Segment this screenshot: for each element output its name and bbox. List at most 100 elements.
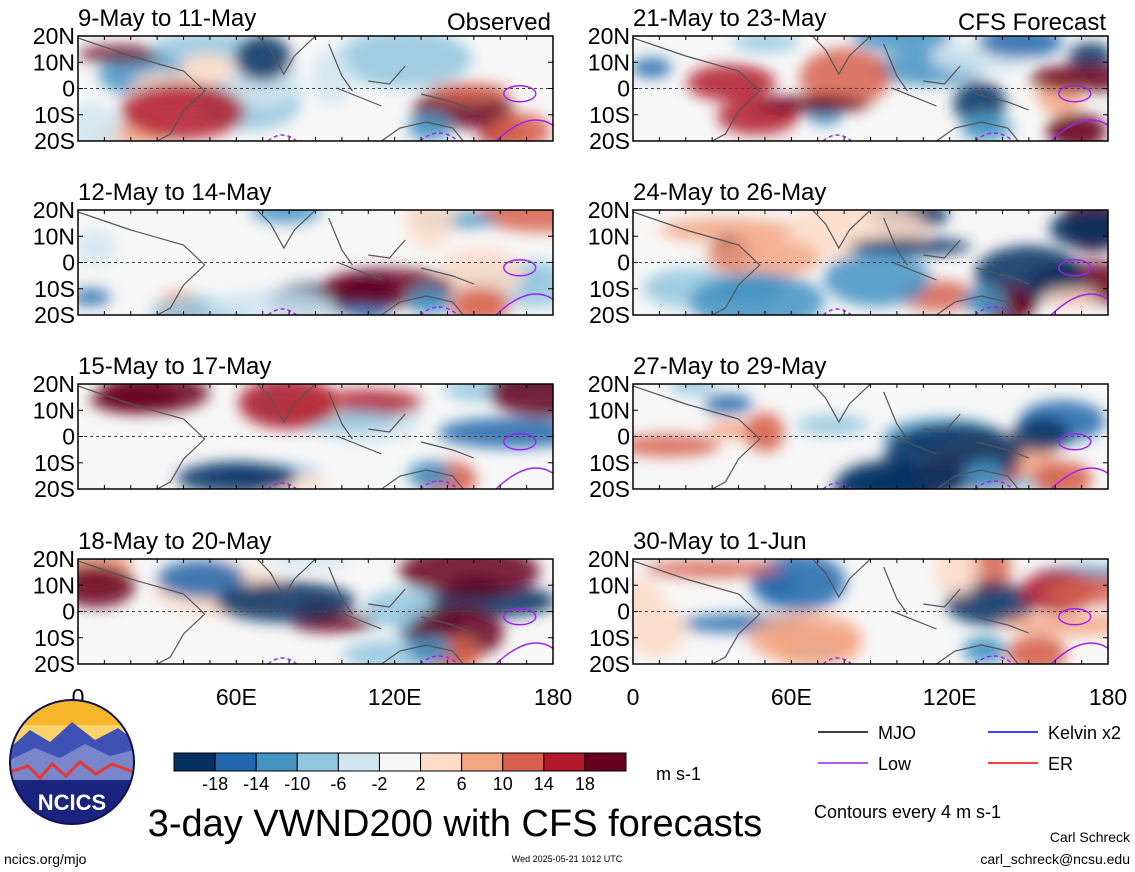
panel-title: 12-May to 14-May: [78, 179, 271, 206]
colorbar-swatch: [502, 752, 545, 772]
low-contours: [267, 433, 553, 489]
y-tick-label: 20N: [588, 371, 630, 397]
low-contours: [822, 608, 1108, 664]
colorbar-label: -2: [371, 774, 387, 794]
panel-title: 30-May to 1-Jun: [633, 528, 806, 555]
contour-note: Contours every 4 m s-1: [814, 802, 1001, 822]
panel-title: 21-May to 23-May: [633, 5, 826, 32]
logo-text: NCICS: [38, 790, 106, 815]
colorbar-label: 6: [457, 774, 467, 794]
y-tick-label: 10N: [588, 223, 630, 249]
y-tick-label: 0: [617, 599, 630, 625]
x-tick-label: 60E: [216, 684, 257, 710]
colorbar-label: -14: [243, 774, 269, 794]
coastlines: [78, 384, 475, 489]
y-tick-label: 0: [62, 424, 75, 450]
colorbar-label: 2: [416, 774, 426, 794]
coastlines: [78, 210, 475, 315]
panel-title: 15-May to 17-May: [78, 353, 271, 380]
colorbar-swatch: [420, 752, 463, 772]
colorbar-label: 18: [575, 774, 595, 794]
chart-title: 3-day VWND200 with CFS forecasts: [148, 803, 763, 845]
y-tick-label: 10N: [33, 49, 75, 75]
colorbar-swatch: [461, 752, 504, 772]
colorbar-swatch: [214, 752, 257, 772]
y-tick-label: 20S: [34, 302, 75, 328]
panel-title: 27-May to 29-May: [633, 353, 826, 380]
y-tick-label: 20S: [589, 302, 630, 328]
low-contours: [822, 85, 1108, 141]
legend: MJO Kelvin x2 Low ER: [818, 723, 1121, 774]
y-tick-label: 0: [62, 250, 75, 276]
legend-label: Low: [878, 754, 912, 774]
panel-ticks: [632, 383, 1109, 490]
coastlines: [633, 384, 1030, 489]
low-contours: [267, 259, 553, 315]
panel-title: 24-May to 26-May: [633, 179, 826, 206]
panel-tag: CFS Forecast: [958, 9, 1106, 36]
timestamp: Wed 2025-05-21 1012 UTC: [512, 854, 623, 864]
low-contours: [267, 85, 553, 141]
y-tick-label: 20S: [34, 476, 75, 502]
y-tick-label: 20S: [589, 476, 630, 502]
y-tick-label: 10S: [589, 625, 630, 651]
coastlines: [78, 36, 475, 141]
colorbar-label: 14: [534, 774, 554, 794]
colorbar: -18 -14 -10 -6 -2 2 6 10 14 18: [173, 752, 627, 794]
y-tick-label: 10S: [589, 102, 630, 128]
y-tick-label: 20S: [589, 128, 630, 154]
y-tick-label: 20S: [34, 128, 75, 154]
author-email: carl_schreck@ncsu.edu: [980, 851, 1130, 867]
coastlines: [633, 559, 1030, 664]
y-tick-label: 0: [62, 599, 75, 625]
panel-ticks: [632, 35, 1109, 142]
y-tick-label: 10S: [589, 450, 630, 476]
y-tick-label: 10N: [588, 572, 630, 598]
low-contours: [822, 259, 1108, 315]
colorbar-label: 10: [493, 774, 513, 794]
y-tick-label: 10N: [33, 572, 75, 598]
y-tick-label: 20N: [588, 546, 630, 572]
x-tick-label: 180: [1089, 684, 1127, 710]
colorbar-swatch: [255, 752, 298, 772]
ncics-logo: NCICS: [9, 699, 135, 825]
legend-label: ER: [1048, 754, 1073, 774]
colorbar-swatch: [378, 752, 422, 772]
y-tick-label: 10N: [588, 397, 630, 423]
y-tick-label: 20S: [589, 651, 630, 677]
coastlines: [633, 210, 1030, 315]
panel-tag: Observed: [447, 9, 551, 36]
panel-ticks: [632, 558, 1109, 665]
x-tick-label: 0: [627, 684, 640, 710]
colorbar-label: -18: [202, 774, 228, 794]
units-label: m s-1: [656, 764, 701, 784]
colorbar-label: -10: [284, 774, 310, 794]
y-tick-label: 10S: [34, 102, 75, 128]
y-tick-label: 20N: [588, 23, 630, 49]
panel-ticks: [77, 383, 554, 490]
y-tick-label: 10N: [33, 397, 75, 423]
author: Carl Schreck: [1050, 829, 1131, 845]
colorbar-label: -6: [330, 774, 346, 794]
coastlines: [633, 36, 1030, 141]
panel-ticks: [77, 558, 554, 665]
y-tick-label: 20N: [588, 197, 630, 223]
y-tick-label: 10S: [589, 276, 630, 302]
low-contours: [822, 433, 1108, 489]
x-tick-label: 60E: [771, 684, 812, 710]
x-tick-label: 180: [534, 684, 572, 710]
y-tick-label: 0: [62, 76, 75, 102]
y-tick-label: 10S: [34, 450, 75, 476]
colorbar-swatch: [543, 752, 586, 772]
source-url: ncics.org/mjo: [4, 851, 87, 867]
low-contours: [267, 608, 553, 664]
x-tick-label: 120E: [923, 684, 977, 710]
y-tick-label: 20N: [33, 197, 75, 223]
